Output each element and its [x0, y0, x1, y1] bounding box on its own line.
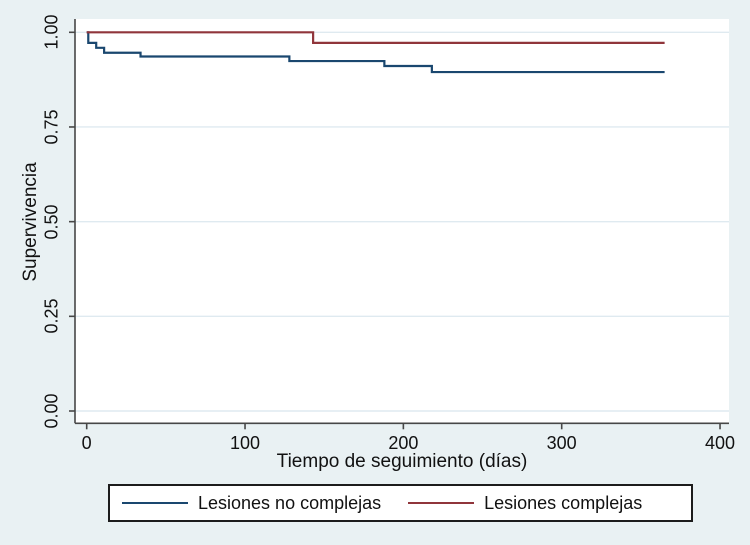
y-tick-label: 0.25	[41, 298, 62, 334]
x-tick-label: 300	[546, 433, 577, 453]
y-axis-title: Supervivencia	[20, 162, 41, 282]
x-axis-title: Tiempo de seguimiento (días)	[276, 451, 528, 472]
x-tick-label: 0	[81, 433, 92, 453]
x-tick-label: 400	[705, 433, 736, 453]
survival-curve-no-complejas	[86, 31, 665, 74]
legend-entry-complejas: Lesiones complejas	[408, 493, 642, 514]
x-tick-label: 200	[388, 433, 419, 453]
y-tick-label: 0.75	[41, 109, 62, 145]
y-tick-label: 0.00	[41, 393, 62, 429]
x-tick-label: 100	[230, 433, 261, 453]
y-tick-label: 1.00	[41, 14, 62, 50]
legend: Lesiones no complejas Lesiones complejas	[108, 484, 693, 522]
legend-label-complejas: Lesiones complejas	[484, 492, 643, 513]
y-tick-label: 0.50	[41, 204, 62, 240]
legend-line-sample-navy	[122, 502, 188, 504]
legend-entry-no-complejas: Lesiones no complejas	[122, 493, 381, 514]
survival-curve-complejas	[86, 31, 665, 45]
legend-label-no-complejas: Lesiones no complejas	[198, 492, 382, 513]
legend-line-sample-maroon	[408, 502, 475, 504]
